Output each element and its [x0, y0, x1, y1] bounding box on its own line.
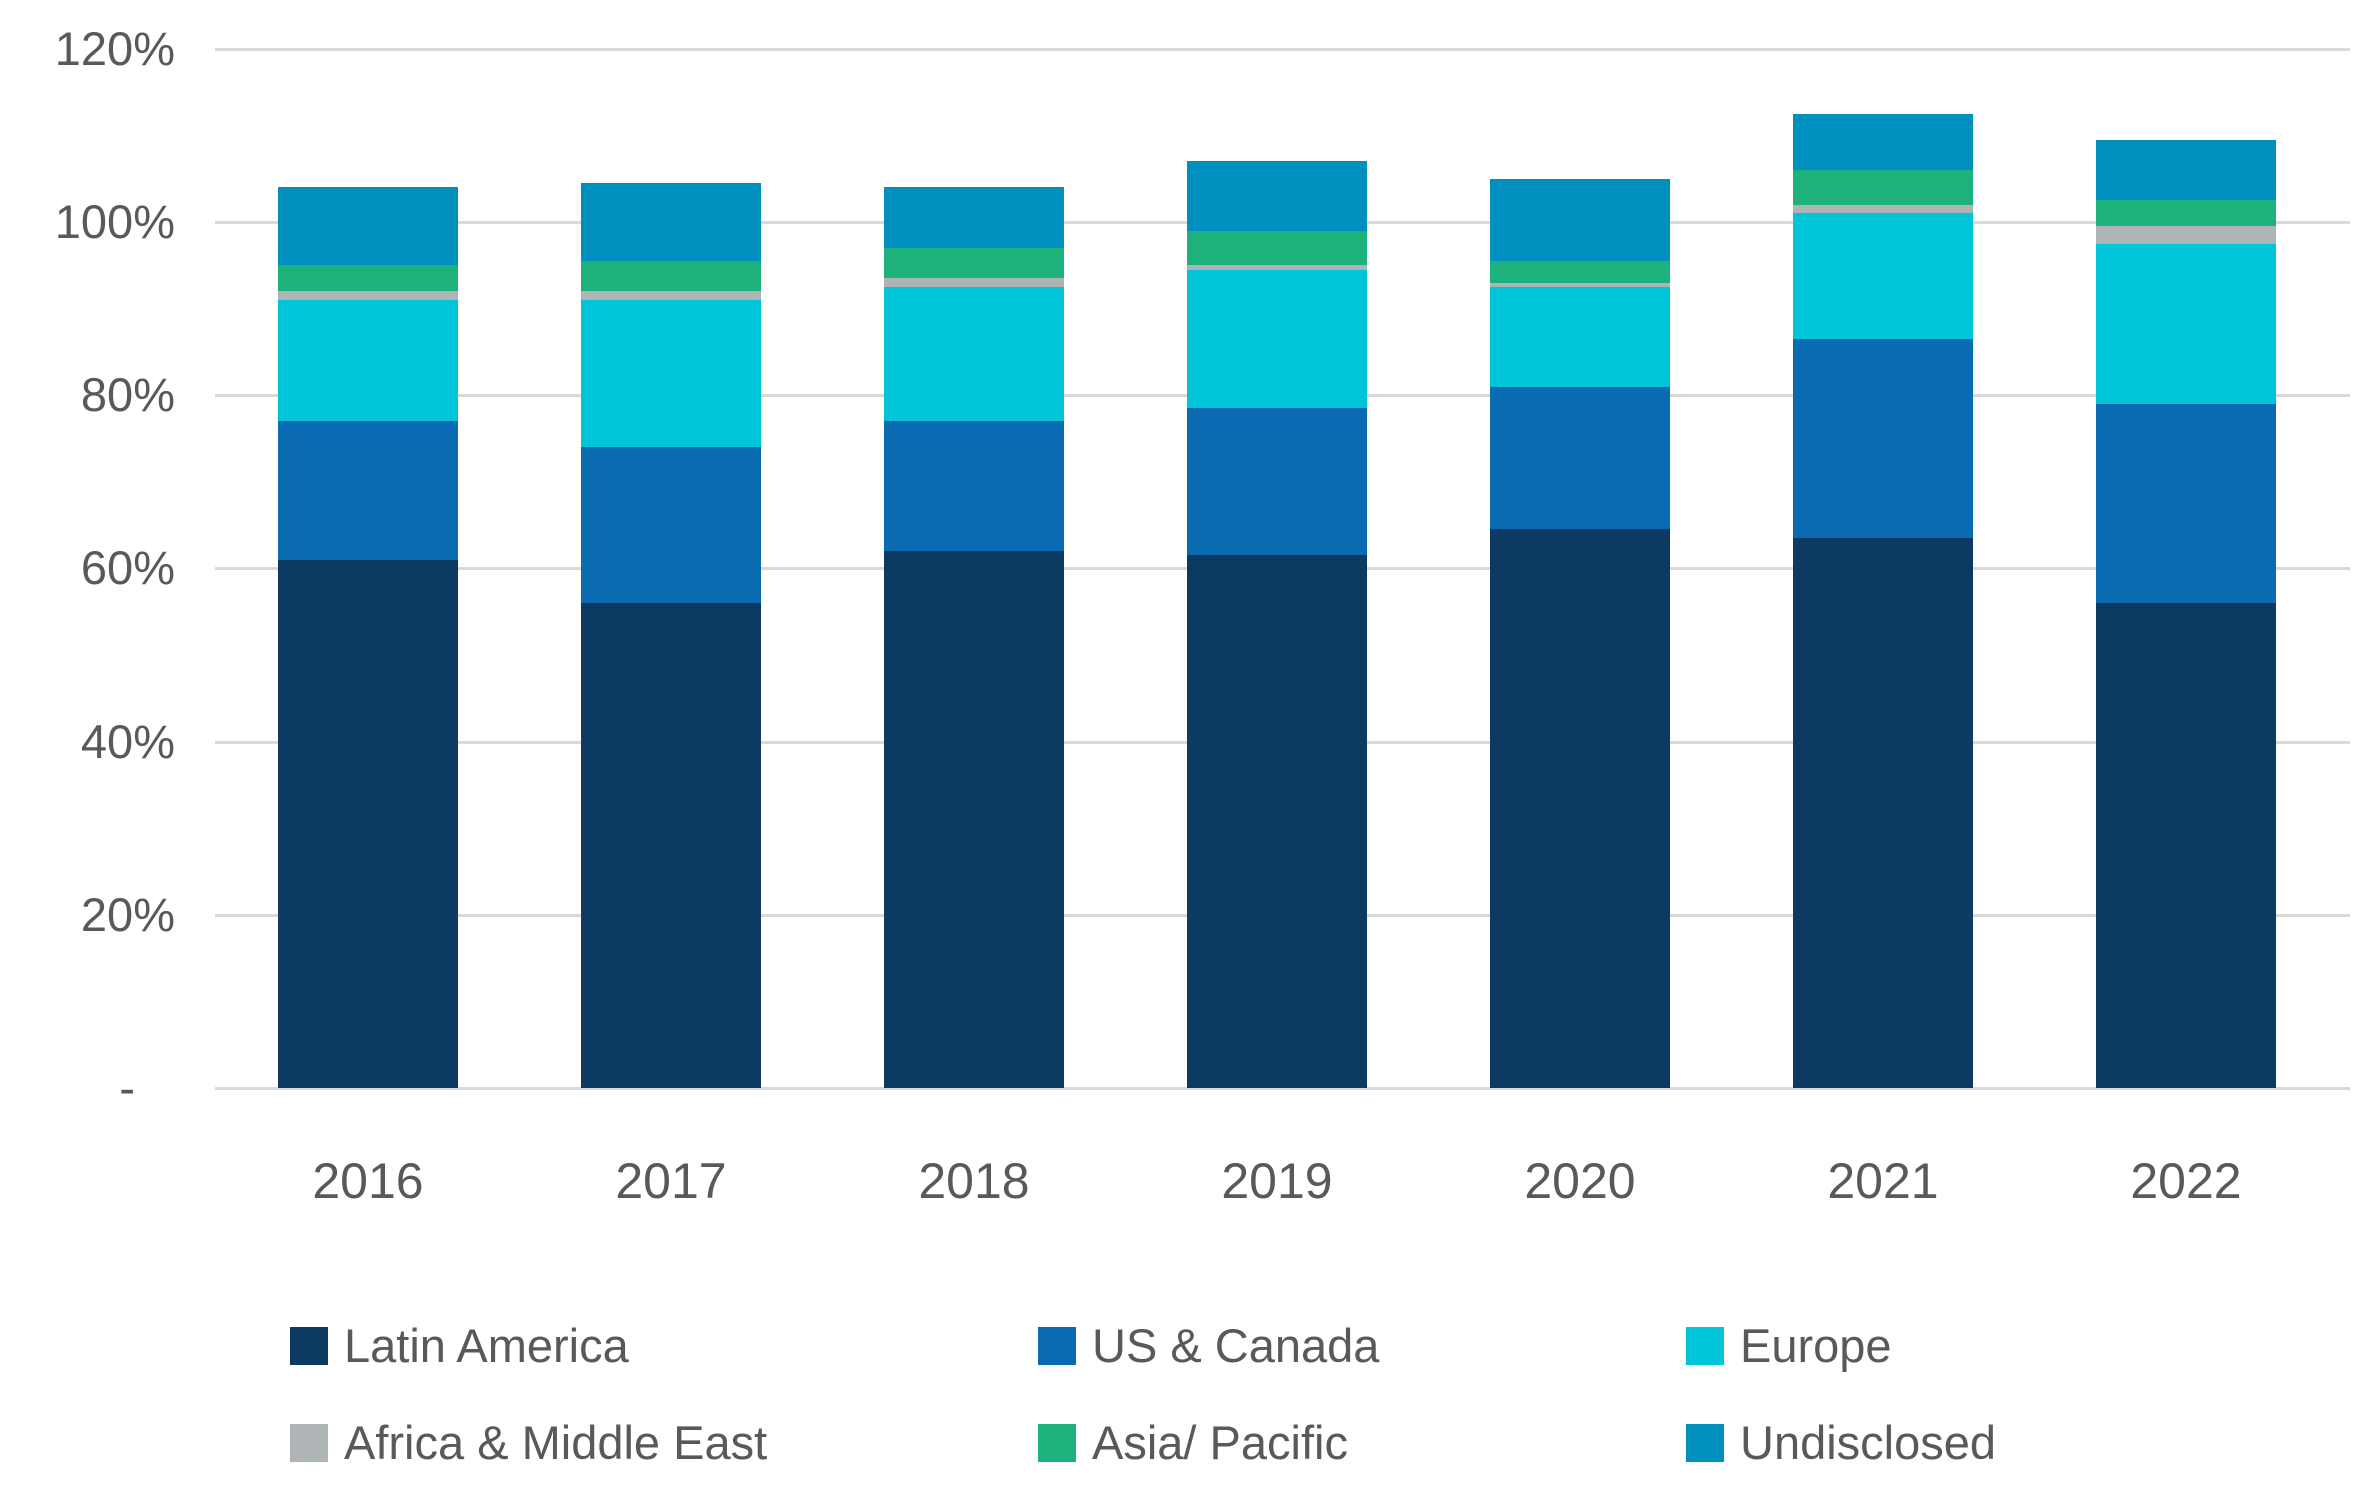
- legend-item-africa-middle-east: Africa & Middle East: [290, 1415, 1038, 1470]
- segment-undisclosed-2022: [2096, 139, 2276, 201]
- segment-africa-middle-east-2022: [2096, 226, 2276, 244]
- segment-undisclosed-2018: [884, 187, 1064, 249]
- segment-latin-america-2020: [1490, 529, 1670, 1088]
- segment-us-canada-2020: [1490, 386, 1670, 530]
- x-axis-label-2019: 2019: [1221, 1153, 1333, 1209]
- segment-asia-pacific-2016: [278, 265, 458, 292]
- x-axis-label-2021: 2021: [1827, 1153, 1939, 1209]
- segment-europe-2017: [581, 299, 761, 448]
- segment-asia-pacific-2021: [1793, 170, 1973, 205]
- segment-undisclosed-2016: [278, 187, 458, 266]
- legend-label-asia-pacific: Asia/ Pacific: [1092, 1416, 1348, 1469]
- segment-africa-middle-east-2018: [884, 278, 1064, 287]
- legend-item-us-canada: US & Canada: [1038, 1318, 1686, 1373]
- segment-latin-america-2022: [2096, 603, 2276, 1088]
- segment-undisclosed-2021: [1793, 113, 1973, 171]
- legend-label-us-canada: US & Canada: [1092, 1319, 1380, 1372]
- segment-us-canada-2021: [1793, 338, 1973, 539]
- segment-africa-middle-east-2019: [1187, 265, 1367, 270]
- legend-item-europe: Europe: [1686, 1318, 1996, 1373]
- segment-europe-2019: [1187, 269, 1367, 409]
- segment-asia-pacific-2022: [2096, 200, 2276, 227]
- bar-2017: [581, 183, 761, 1088]
- legend-swatch-europe: [1686, 1326, 1724, 1365]
- segment-undisclosed-2017: [581, 183, 761, 261]
- y-axis-tick-label: 80%: [80, 368, 175, 422]
- gridline-0: [215, 1087, 2350, 1090]
- segment-asia-pacific-2017: [581, 260, 761, 292]
- y-axis-tick-label: 40%: [80, 714, 175, 768]
- gridline-120: [215, 47, 2350, 51]
- segment-undisclosed-2020: [1490, 178, 1670, 261]
- x-axis-label-2018: 2018: [918, 1153, 1030, 1209]
- legend-label-latin-america: Latin America: [344, 1319, 629, 1372]
- segment-latin-america-2018: [884, 551, 1064, 1088]
- legend-item-latin-america: Latin America: [290, 1318, 1038, 1373]
- segment-europe-2016: [278, 299, 458, 422]
- x-axis-label-2017: 2017: [615, 1153, 727, 1209]
- segment-europe-2021: [1793, 213, 1973, 339]
- legend: Latin America US & Canada Europe Africa & M…: [290, 1318, 1996, 1470]
- segment-latin-america-2016: [278, 559, 458, 1088]
- segment-africa-middle-east-2021: [1793, 204, 1973, 214]
- bar-2016: [278, 187, 458, 1088]
- bar-2018: [884, 187, 1064, 1088]
- segment-us-canada-2022: [2096, 403, 2276, 604]
- y-axis-tick-label: 60%: [80, 541, 175, 595]
- segment-us-canada-2018: [884, 421, 1064, 552]
- bar-2019: [1187, 161, 1367, 1088]
- segment-asia-pacific-2020: [1490, 261, 1670, 283]
- segment-africa-middle-east-2016: [278, 291, 458, 300]
- legend-item-undisclosed: Undisclosed: [1686, 1415, 1996, 1470]
- segment-latin-america-2017: [581, 603, 761, 1088]
- bar-2022: [2096, 139, 2276, 1088]
- legend-swatch-us-canada: [1038, 1326, 1076, 1365]
- segment-undisclosed-2019: [1187, 161, 1367, 231]
- legend-item-asia-pacific: Asia/ Pacific: [1038, 1415, 1686, 1470]
- segment-us-canada-2016: [278, 421, 458, 560]
- bar-2021: [1793, 113, 1973, 1088]
- x-axis-label-2020: 2020: [1524, 1153, 1636, 1209]
- legend-label-undisclosed: Undisclosed: [1740, 1416, 1997, 1469]
- segment-latin-america-2021: [1793, 538, 1973, 1088]
- x-axis-label-2016: 2016: [312, 1153, 424, 1209]
- y-axis-tick-label: 100%: [54, 195, 175, 248]
- segment-africa-middle-east-2017: [581, 291, 761, 300]
- x-axis-label-2022: 2022: [2130, 1153, 2242, 1209]
- legend-swatch-asia-pacific: [1038, 1423, 1076, 1462]
- segment-europe-2018: [884, 286, 1064, 422]
- y-axis-tick-label: -: [119, 1061, 135, 1114]
- legend-swatch-latin-america: [290, 1326, 328, 1365]
- segment-us-canada-2017: [581, 447, 761, 604]
- y-axis-tick-label: 20%: [80, 887, 175, 941]
- segment-asia-pacific-2018: [884, 248, 1064, 279]
- legend-swatch-undisclosed: [1686, 1423, 1724, 1462]
- bar-2020: [1490, 178, 1670, 1088]
- segment-asia-pacific-2019: [1187, 230, 1367, 266]
- segment-latin-america-2019: [1187, 555, 1367, 1088]
- y-axis-tick-label: 120%: [54, 21, 175, 75]
- segment-africa-middle-east-2020: [1490, 282, 1670, 287]
- segment-europe-2020: [1490, 286, 1670, 387]
- legend-label-africa-middle-east: Africa & Middle East: [344, 1416, 768, 1469]
- legend-swatch-africa-middle-east: [290, 1423, 328, 1462]
- legend-label-europe: Europe: [1740, 1319, 1892, 1372]
- segment-europe-2022: [2096, 243, 2276, 404]
- segment-us-canada-2019: [1187, 408, 1367, 556]
